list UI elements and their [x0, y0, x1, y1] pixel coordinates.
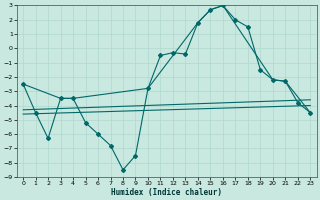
X-axis label: Humidex (Indice chaleur): Humidex (Indice chaleur)	[111, 188, 222, 197]
